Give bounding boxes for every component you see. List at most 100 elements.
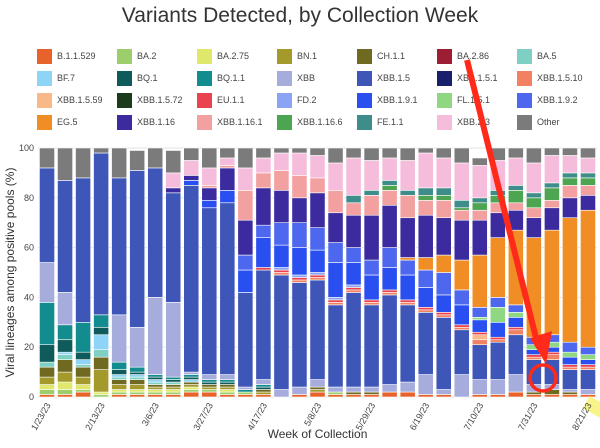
bar-segment-bf-7 bbox=[183, 379, 200, 383]
bar-segment-xbb bbox=[399, 381, 416, 393]
bar-segment-ch-1-1 bbox=[183, 381, 200, 385]
legend-swatch bbox=[37, 48, 52, 64]
bar-segment-ch-1-1 bbox=[526, 391, 542, 395]
bar-segment-xbb-1-16-6 bbox=[580, 177, 596, 186]
bar-segment-ch-1-1 bbox=[75, 366, 91, 378]
legend-item-xbb: XBB bbox=[277, 70, 315, 86]
bar-segment-xbb-1-16-1 bbox=[273, 170, 290, 191]
bar-segment-xbb-1-9-2 bbox=[327, 242, 344, 263]
bar-segment-b-1-1-529 bbox=[345, 394, 362, 398]
legend-swatch bbox=[437, 48, 452, 64]
bar-segment-ba-5 bbox=[147, 381, 164, 385]
bar-segment-xbb-1-9-1 bbox=[255, 237, 272, 268]
bar-segment-xbb-1-5 bbox=[111, 177, 128, 316]
bar-segment-xbb-1-5-10 bbox=[327, 302, 344, 306]
bar-segment-xbb-1-5-10 bbox=[507, 329, 524, 336]
bar-segment-bf-7 bbox=[111, 374, 128, 378]
bar-segment-xbb-1-5 bbox=[417, 312, 434, 375]
bar-segment-xbb bbox=[526, 384, 542, 393]
bar-segment-other bbox=[363, 147, 380, 161]
bar-segment-xbb-1-16 bbox=[471, 219, 488, 256]
bar-segment-b-1-1-529 bbox=[39, 394, 55, 398]
bar-segment-xbb-1-16 bbox=[165, 187, 182, 194]
bar-segment-xbb-2-3 bbox=[544, 155, 560, 184]
bar-segment-xbb-2-3 bbox=[291, 152, 308, 176]
legend-item-ba-5: BA.5 bbox=[517, 48, 557, 64]
legend-label: B.1.1.529 bbox=[57, 51, 96, 61]
bar-segment-b-1-1-529 bbox=[507, 391, 524, 398]
bar-segment-xbb-1-16-1 bbox=[255, 172, 272, 189]
bar-segment-xbb-1-5-10 bbox=[453, 326, 470, 331]
bar-segment-eu-1-1 bbox=[255, 267, 272, 271]
bar-segment-xbb bbox=[544, 384, 560, 390]
legend-swatch bbox=[357, 48, 372, 64]
bar-segment-xbb-1-9-2 bbox=[507, 304, 524, 313]
bar-segment-xbb-1-5-10 bbox=[417, 309, 434, 313]
x-tick-label: 3/27/23 bbox=[191, 401, 215, 432]
bar-segment-xbb-1-16-6 bbox=[489, 195, 506, 204]
bar-segment-other bbox=[580, 147, 596, 159]
legend-item-xbb-1-9-1: XBB.1.9.1 bbox=[357, 92, 418, 108]
bar-segment-other bbox=[489, 147, 506, 161]
bar-segment-xbb-2-3 bbox=[345, 157, 362, 196]
bar-segment-xbb-1-5 bbox=[237, 292, 254, 388]
bar-segment-bq-1-1 bbox=[129, 366, 146, 373]
bar-segment-ba-2 bbox=[219, 391, 236, 395]
bar-segment-bn-1 bbox=[255, 391, 272, 395]
bar-segment-other bbox=[562, 147, 578, 156]
bar-segment-xbb-1-9-1 bbox=[345, 262, 362, 286]
bar-segment-xbb-1-16-1 bbox=[291, 175, 308, 199]
legend-label: XBB.1.5 bbox=[377, 73, 411, 83]
bar-segment-xbb-1-5-10 bbox=[363, 302, 380, 306]
bar-segment-xbb-2-3 bbox=[435, 157, 452, 189]
bar-segment-ch-1-1 bbox=[309, 386, 326, 390]
bar-segment-bq-1-1 bbox=[183, 374, 200, 378]
bar-segment-xbb bbox=[471, 379, 488, 395]
legend-item-xbb-2-3: XBB.2.3 bbox=[437, 114, 490, 130]
legend-item-fl-1-5-1: FL.1.5.1 bbox=[437, 92, 490, 108]
legend-swatch bbox=[277, 48, 292, 64]
bar-segment-xbb bbox=[291, 386, 308, 395]
bar-segment-xbb-1-16-1 bbox=[399, 195, 416, 219]
bar-segment-xbb-1-16 bbox=[237, 219, 254, 256]
bar-segment-xbb-2-3 bbox=[471, 165, 488, 199]
bar-segment-b-1-1-529 bbox=[57, 394, 73, 398]
bar-segment-ba-5 bbox=[165, 381, 182, 385]
bar-segment-xbb-2-3 bbox=[399, 160, 416, 191]
bar-segment-eu-1-1 bbox=[526, 354, 542, 358]
stacked-bar-chart: 0 20 40 60 80 100 1/23/23 2/13/23 3/6/23 3/27/23 4… bbox=[3, 143, 600, 441]
bar-segment-xbb bbox=[147, 297, 164, 375]
bar-segment-fe-1-1 bbox=[489, 190, 506, 196]
bar-segment-eu-1-1 bbox=[417, 307, 434, 311]
bar-segment-bq-1-1 bbox=[165, 376, 182, 380]
bar-segment-xbb-1-16-1 bbox=[489, 202, 506, 214]
bar-segment-ba-5 bbox=[57, 354, 73, 360]
bar-segment-xbb bbox=[111, 314, 128, 363]
bar-segment-xbb-1-9-1 bbox=[219, 190, 236, 204]
legend-label: Other bbox=[537, 117, 560, 127]
bar-segment-xbb-1-9-2 bbox=[399, 259, 416, 276]
bar-segment-b-1-1-529 bbox=[580, 394, 596, 398]
legend-swatch bbox=[517, 48, 532, 64]
bar-segment-ba-2 bbox=[75, 389, 91, 393]
bar-segment-bq-1 bbox=[165, 379, 182, 383]
bar-segment-eg-5 bbox=[507, 229, 524, 306]
bar-segment-ba-2 bbox=[39, 389, 55, 395]
bar-segment-xbb-1-5-10 bbox=[435, 314, 452, 318]
bar-segment-xbb-1-9-2 bbox=[453, 289, 470, 306]
bar-segment-b-1-1-529 bbox=[237, 394, 254, 398]
bar-segment-ba-2-75 bbox=[39, 384, 55, 390]
chart-title: Variants Detected, by Collection Week bbox=[121, 4, 479, 27]
bar-segment-xbb-1-5 bbox=[309, 279, 326, 380]
bar-segment-other bbox=[327, 147, 344, 164]
bar-segment-b-1-1-529 bbox=[129, 394, 146, 398]
bar-segment-other bbox=[75, 147, 91, 179]
bar-segment-xbb bbox=[381, 384, 398, 393]
bar-segment-fd-2 bbox=[273, 267, 290, 271]
bar-segment-other bbox=[526, 147, 542, 164]
bar-segment-eu-1-1 bbox=[562, 364, 578, 368]
bar-segment-xbb-1-5 bbox=[201, 207, 218, 375]
bar-segment-other bbox=[39, 147, 55, 169]
bar-segment-bq-1-1 bbox=[111, 361, 128, 370]
bar-segment-b-1-1-529 bbox=[417, 394, 434, 398]
